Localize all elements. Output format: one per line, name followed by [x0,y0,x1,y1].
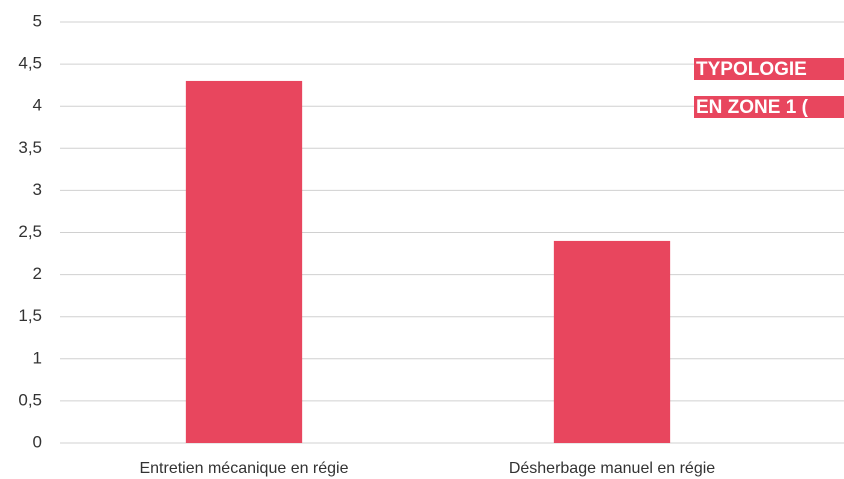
y-tick-label: 1,5 [18,306,42,325]
x-tick-label: Entretien mécanique en régie [139,460,348,477]
y-tick-label: 3,5 [18,138,42,157]
y-tick-label: 5 [33,11,42,30]
y-tick-label: 2 [33,264,42,283]
y-tick-label: 2,5 [18,222,42,241]
y-tick-label: 4,5 [18,54,42,73]
title-background [694,58,844,80]
title-background [694,96,844,118]
y-tick-label: 0,5 [18,390,42,409]
x-tick-label: Désherbage manuel en régie [509,460,715,477]
chart-title: EN ZONE 1 ( [696,97,809,118]
chart-title: TYPOLOGIE [696,59,807,80]
bar [185,80,303,443]
bar [553,240,671,443]
y-tick-label: 1 [33,348,42,367]
y-tick-label: 0 [33,432,42,451]
y-tick-label: 4 [33,96,42,115]
y-tick-label: 3 [33,180,42,199]
